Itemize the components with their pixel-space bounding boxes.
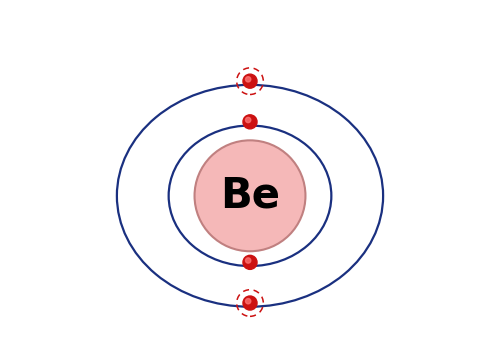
Circle shape — [243, 296, 257, 310]
Circle shape — [243, 115, 257, 129]
Circle shape — [246, 299, 251, 304]
Circle shape — [243, 74, 257, 88]
Text: 2 Valence Electrons: 2 Valence Electrons — [120, 13, 380, 37]
Ellipse shape — [194, 140, 306, 251]
Circle shape — [246, 117, 251, 123]
Circle shape — [246, 76, 251, 82]
Circle shape — [246, 258, 251, 263]
Circle shape — [243, 255, 257, 269]
Text: Be: Be — [220, 175, 280, 217]
